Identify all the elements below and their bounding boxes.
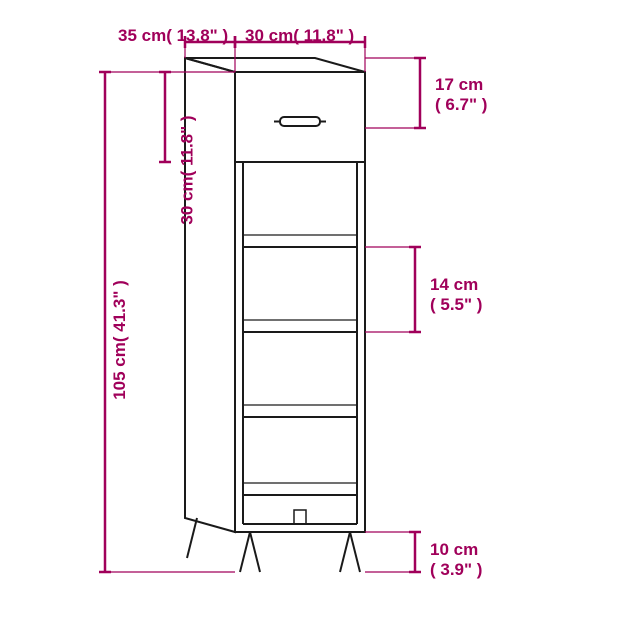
dim-label-leg_10: 10 cm( 3.9" ) [430,540,482,580]
dim-label-drawer_30: 30 cm( 11.8" ) [178,115,198,224]
dim-label-height_105: 105 cm( 41.3" ) [110,280,130,400]
dim-label-depth_35: 35 cm( 13.8" ) [118,26,228,46]
diagram-canvas [0,0,620,620]
dim-label-shelf_14: 14 cm( 5.5" ) [430,275,482,315]
dim-label-width_30: 30 cm( 11.8" ) [245,26,354,46]
dim-label-top_17: 17 cm( 6.7" ) [435,75,487,115]
